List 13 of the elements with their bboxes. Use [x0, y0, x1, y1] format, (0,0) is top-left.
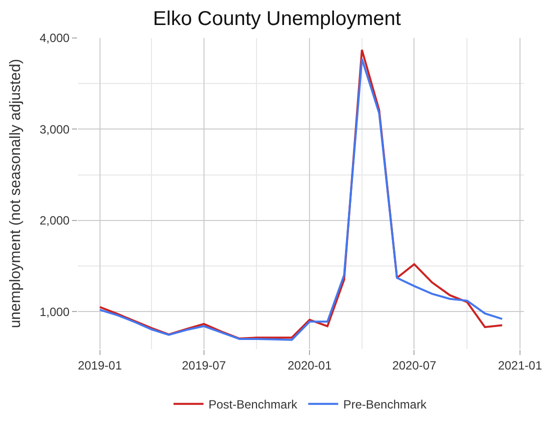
x-tick-label: 2019-01: [78, 358, 122, 372]
x-tick-label: 2020-01: [288, 358, 332, 372]
y-axis-title: unemployment (not seasonally adjusted): [6, 58, 24, 328]
x-tick-label: 2021-01: [498, 358, 542, 372]
legend-label: Pre-Benchmark: [343, 398, 428, 412]
chart-title: Elko County Unemployment: [153, 8, 402, 30]
y-tick-label: 3,000: [40, 122, 70, 136]
y-tick-label: 2,000: [40, 214, 70, 228]
y-tick-label: 1,000: [40, 304, 70, 319]
legend-label: Post-Benchmark: [208, 398, 298, 412]
y-tick-label: 4,000: [40, 31, 70, 46]
x-tick-label: 2020-07: [392, 358, 437, 372]
x-tick-label: 2019-07: [182, 358, 226, 372]
